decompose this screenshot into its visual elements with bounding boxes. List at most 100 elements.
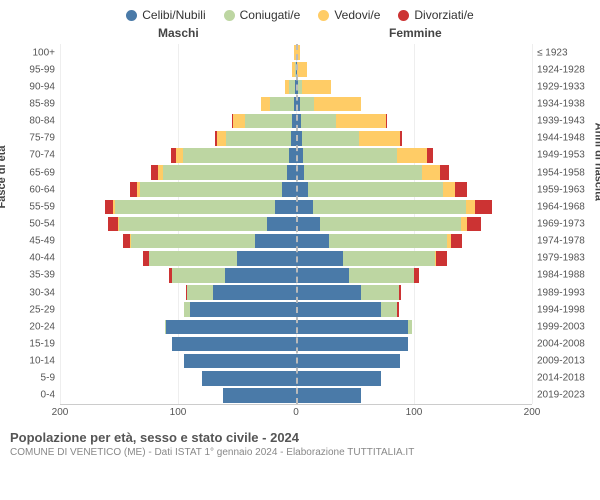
- male-half: [60, 233, 296, 250]
- bar-segment: [359, 131, 400, 146]
- bar-segment: [399, 285, 401, 300]
- bar-segment: [313, 200, 466, 215]
- bar-segment: [381, 302, 398, 317]
- male-half: [60, 318, 296, 335]
- male-half: [60, 250, 296, 267]
- male-half: [60, 370, 296, 387]
- bar-segment: [184, 354, 296, 369]
- bar-segment: [475, 200, 492, 215]
- female-half: [296, 147, 532, 164]
- bar-segment: [296, 217, 320, 232]
- bar-segment: [105, 200, 113, 215]
- female-half: [296, 335, 532, 352]
- bar-segment: [349, 268, 414, 283]
- year-label: 1929-1933: [537, 81, 595, 92]
- male-half: [60, 78, 296, 95]
- year-label: 1959-1963: [537, 184, 595, 195]
- bar-segment: [466, 200, 475, 215]
- male-half: [60, 164, 296, 181]
- legend-swatch: [126, 10, 137, 21]
- bar-segment: [267, 217, 297, 232]
- male-half: [60, 113, 296, 130]
- age-label: 40-44: [15, 253, 55, 264]
- age-label: 60-64: [15, 184, 55, 195]
- year-label: 1979-1983: [537, 253, 595, 264]
- age-label: 50-54: [15, 218, 55, 229]
- female-half: [296, 113, 532, 130]
- bar-segment: [172, 337, 296, 352]
- x-tick: 200: [52, 407, 69, 418]
- gender-headers: Maschi Femmine: [0, 26, 600, 42]
- footer: Popolazione per età, sesso e stato civil…: [0, 424, 600, 458]
- male-half: [60, 267, 296, 284]
- bar-segment: [296, 371, 381, 386]
- bar-segment: [304, 165, 422, 180]
- chart-container: Celibi/NubiliConiugati/eVedovi/eDivorzia…: [0, 0, 600, 500]
- bar-segment: [172, 268, 225, 283]
- bar-segment: [296, 320, 408, 335]
- age-label: 70-74: [15, 150, 55, 161]
- age-label: 15-19: [15, 338, 55, 349]
- bar-segment: [320, 217, 462, 232]
- legend: Celibi/NubiliConiugati/eVedovi/eDivorzia…: [0, 0, 600, 26]
- header-male: Maschi: [158, 26, 199, 40]
- bar-segment: [361, 285, 399, 300]
- bar-segment: [119, 217, 267, 232]
- year-label: 1934-1938: [537, 98, 595, 109]
- bar-segment: [270, 97, 294, 112]
- male-half: [60, 353, 296, 370]
- female-half: [296, 233, 532, 250]
- bar-segment: [414, 268, 419, 283]
- year-label: ≤ 1923: [537, 47, 595, 58]
- male-half: [60, 95, 296, 112]
- age-label: 0-4: [15, 390, 55, 401]
- female-half: [296, 95, 532, 112]
- female-half: [296, 284, 532, 301]
- female-half: [296, 250, 532, 267]
- legend-item: Divorziati/e: [398, 8, 473, 22]
- legend-label: Coniugati/e: [240, 8, 301, 22]
- bar-segment: [296, 234, 329, 249]
- age-label: 30-34: [15, 287, 55, 298]
- bar-segment: [296, 285, 361, 300]
- legend-swatch: [318, 10, 329, 21]
- bar-segment: [213, 285, 296, 300]
- bar-segment: [289, 148, 296, 163]
- bar-segment: [386, 114, 387, 129]
- bar-segment: [296, 337, 408, 352]
- bar-segment: [314, 97, 361, 112]
- bar-segment: [300, 97, 314, 112]
- x-tick: 200: [524, 407, 541, 418]
- legend-label: Divorziati/e: [414, 8, 473, 22]
- male-half: [60, 147, 296, 164]
- female-half: [296, 318, 532, 335]
- bar-segment: [255, 234, 296, 249]
- legend-item: Celibi/Nubili: [126, 8, 205, 22]
- bar-segment: [296, 354, 400, 369]
- female-half: [296, 301, 532, 318]
- bar-segment: [287, 165, 296, 180]
- male-half: [60, 181, 296, 198]
- bar-segment: [149, 251, 238, 266]
- bar-segment: [131, 234, 255, 249]
- bar-segment: [329, 234, 447, 249]
- male-half: [60, 44, 296, 61]
- age-label: 5-9: [15, 373, 55, 384]
- year-label: 1984-1988: [537, 270, 595, 281]
- legend-swatch: [398, 10, 409, 21]
- bar-segment: [397, 302, 398, 317]
- year-label: 1924-1928: [537, 64, 595, 75]
- age-label: 85-89: [15, 98, 55, 109]
- year-label: 1964-1968: [537, 201, 595, 212]
- bar-segment: [217, 131, 226, 146]
- female-half: [296, 387, 532, 404]
- center-line: [296, 44, 298, 404]
- bar-segment: [443, 182, 455, 197]
- year-label: 1989-1993: [537, 287, 595, 298]
- bar-segment: [296, 388, 361, 403]
- bar-segment: [115, 200, 274, 215]
- year-label: 2009-2013: [537, 356, 595, 367]
- year-label: 1974-1978: [537, 236, 595, 247]
- bar-segment: [233, 114, 245, 129]
- bar-segment: [397, 148, 427, 163]
